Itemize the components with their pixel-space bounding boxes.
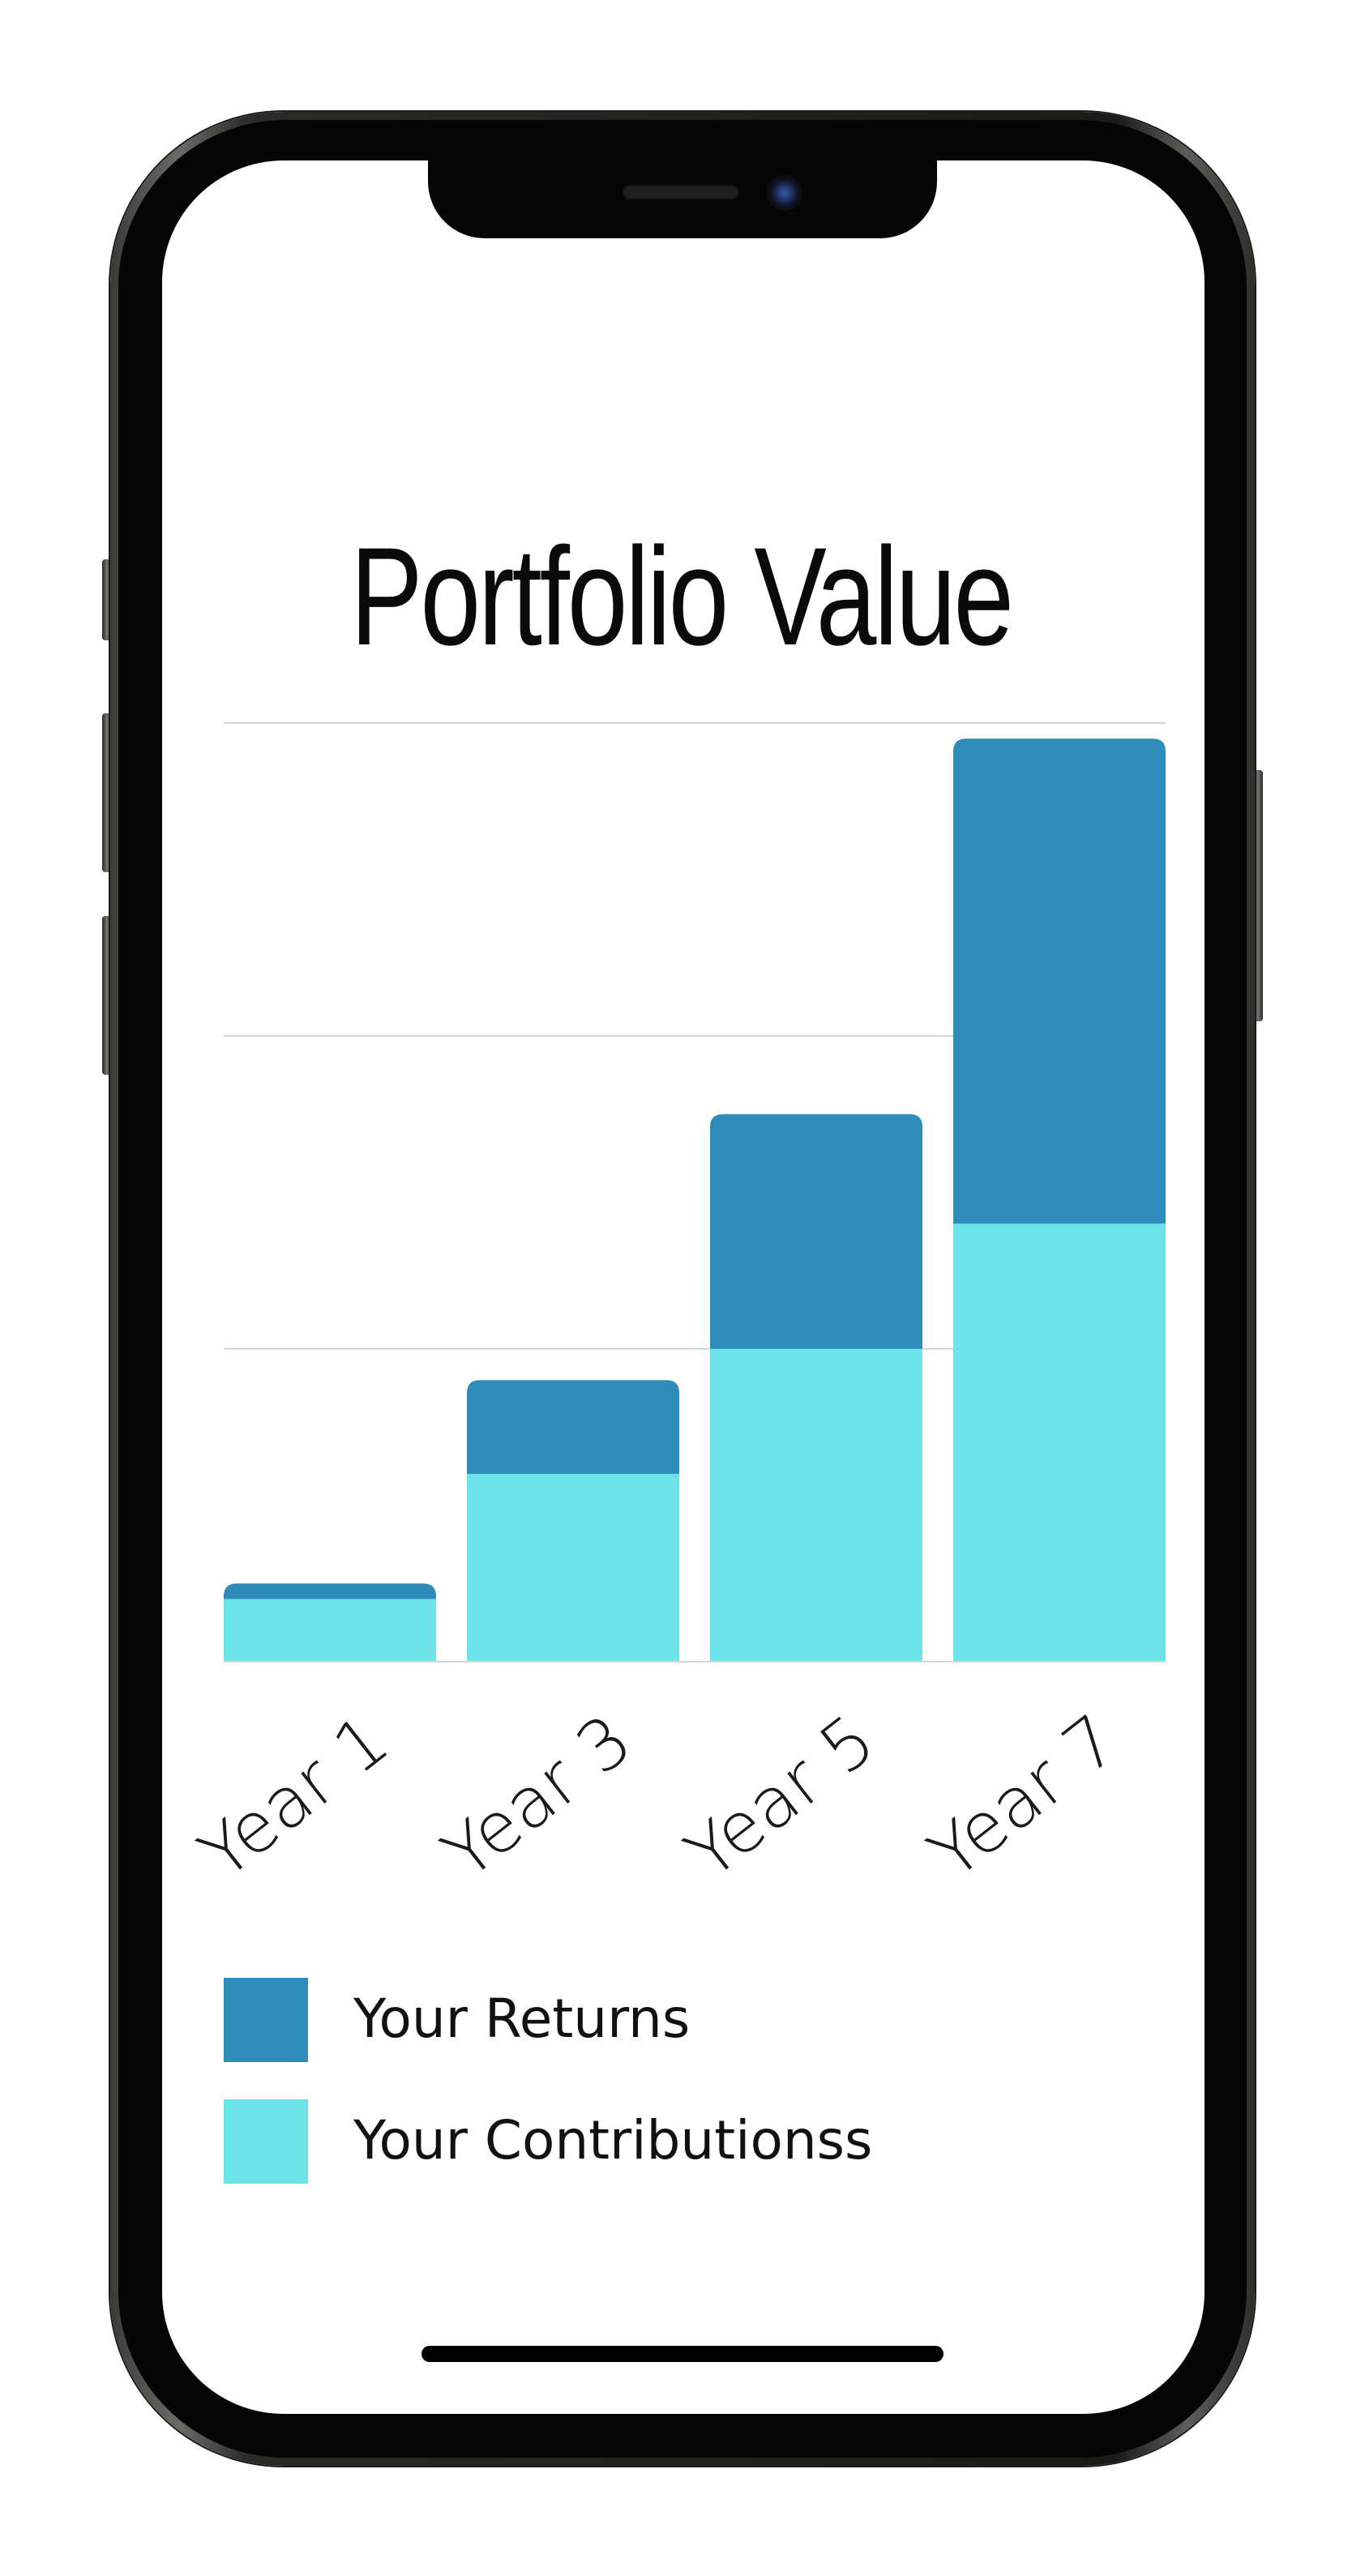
x-tick-label-year-7: Year 7	[914, 1699, 1133, 1894]
earpiece-speaker	[623, 185, 739, 199]
bar-segment-returns-year-3	[467, 1380, 679, 1474]
bar-segment-returns-year-1	[224, 1583, 436, 1599]
chart-title: Portfolio Value	[350, 519, 1014, 674]
x-tick-label-year-5: Year 5	[671, 1699, 890, 1894]
bars	[224, 738, 1166, 1662]
bar-segment-contributions-year-3	[467, 1474, 679, 1662]
home-indicator	[421, 2346, 944, 2362]
volume-down-button	[102, 916, 112, 1075]
front-camera-icon	[767, 175, 802, 211]
legend-swatch-contributions	[224, 2099, 308, 2184]
notch	[428, 160, 937, 238]
legend-swatch-returns	[224, 1978, 308, 2062]
volume-up-button	[102, 713, 112, 872]
power-button	[1253, 770, 1263, 1021]
x-tick-label-year-1: Year 1	[185, 1699, 404, 1894]
mute-switch	[102, 559, 112, 640]
bar-segment-contributions-year-7	[953, 1223, 1166, 1662]
bar-segment-returns-year-7	[953, 738, 1166, 1224]
legend-label-returns: Your Returns	[353, 1988, 691, 2050]
bar-segment-contributions-year-1	[224, 1598, 436, 1662]
x-tick-labels: Year 1 Year 3 Year 5 Year 7	[184, 1698, 1135, 1896]
bar-segment-contributions-year-5	[710, 1349, 922, 1662]
legend-label-contributions: Your Contributionss	[353, 2109, 873, 2172]
x-tick-label-year-3: Year 3	[428, 1699, 647, 1894]
bar-segment-returns-year-5	[710, 1114, 922, 1349]
